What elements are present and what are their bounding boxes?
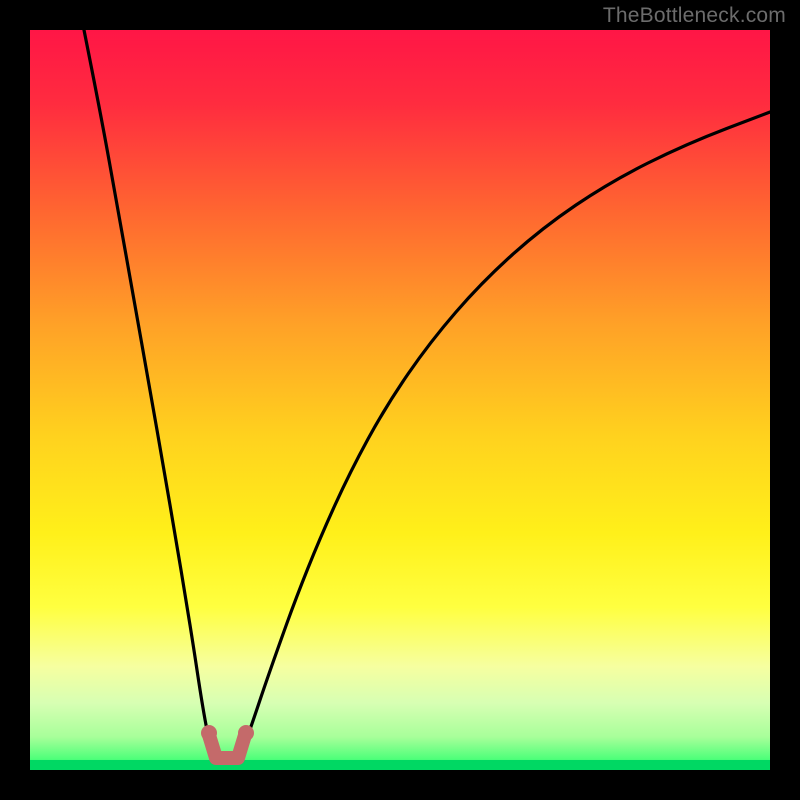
watermark-text: TheBottleneck.com — [603, 4, 786, 28]
bottleneck-curve-right — [242, 112, 770, 750]
notch-marker — [201, 725, 254, 758]
plot-area — [30, 30, 770, 770]
curve-layer — [30, 30, 770, 770]
bottleneck-curve-left — [84, 30, 212, 750]
chart-frame: TheBottleneck.com — [0, 0, 800, 800]
notch-marker-dot-left — [201, 725, 217, 741]
notch-marker-dot-right — [238, 725, 254, 741]
